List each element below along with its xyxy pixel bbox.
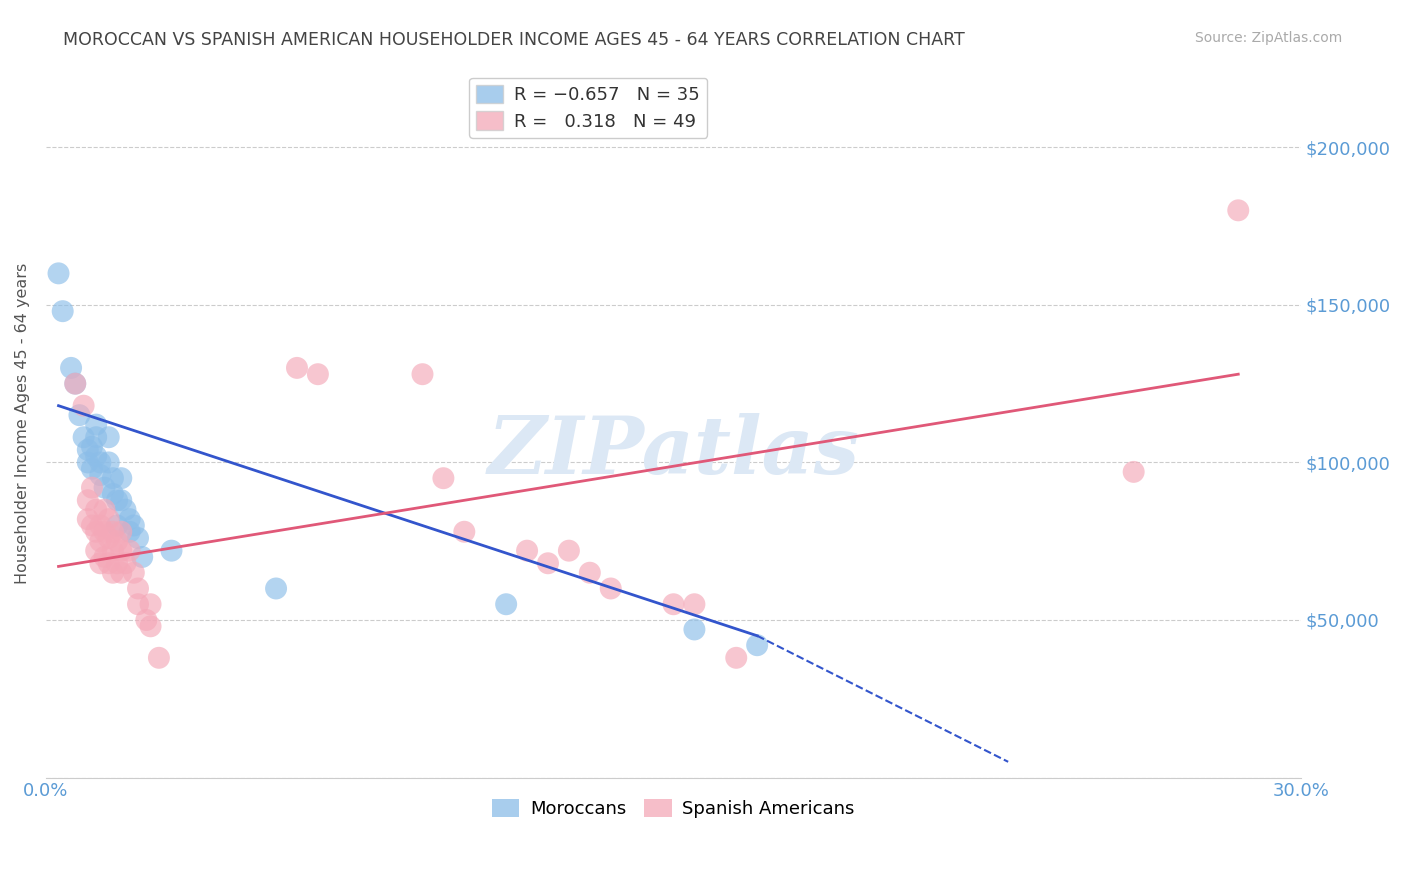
- Point: [139, 619, 162, 633]
- Point: [1122, 465, 1144, 479]
- Point: [97, 512, 120, 526]
- Point: [80, 518, 103, 533]
- Point: [101, 543, 124, 558]
- Point: [60, 360, 83, 375]
- Point: [110, 524, 132, 539]
- Point: [93, 549, 115, 564]
- Point: [97, 430, 120, 444]
- Point: [599, 582, 621, 596]
- Point: [110, 543, 132, 558]
- Point: [285, 360, 308, 375]
- Point: [118, 512, 141, 526]
- Point: [65, 376, 87, 391]
- Point: [76, 455, 98, 469]
- Point: [747, 638, 769, 652]
- Point: [122, 518, 145, 533]
- Y-axis label: Householder Income Ages 45 - 64 years: Householder Income Ages 45 - 64 years: [15, 262, 30, 583]
- Point: [105, 518, 128, 533]
- Point: [48, 266, 70, 280]
- Point: [101, 471, 124, 485]
- Point: [105, 493, 128, 508]
- Point: [101, 524, 124, 539]
- Point: [80, 440, 103, 454]
- Point: [122, 566, 145, 580]
- Point: [105, 534, 128, 549]
- Point: [127, 531, 149, 545]
- Point: [84, 543, 107, 558]
- Point: [84, 430, 107, 444]
- Point: [52, 304, 75, 318]
- Point: [139, 597, 162, 611]
- Point: [84, 502, 107, 516]
- Point: [105, 556, 128, 570]
- Point: [93, 481, 115, 495]
- Point: [65, 376, 87, 391]
- Text: ZIPatlas: ZIPatlas: [488, 413, 859, 490]
- Point: [80, 461, 103, 475]
- Point: [432, 471, 454, 485]
- Point: [76, 512, 98, 526]
- Point: [89, 468, 111, 483]
- Point: [683, 597, 706, 611]
- Point: [76, 493, 98, 508]
- Point: [89, 455, 111, 469]
- Point: [683, 623, 706, 637]
- Point: [495, 597, 517, 611]
- Point: [1227, 203, 1250, 218]
- Point: [516, 543, 538, 558]
- Point: [72, 399, 94, 413]
- Point: [411, 368, 433, 382]
- Text: Source: ZipAtlas.com: Source: ZipAtlas.com: [1195, 31, 1343, 45]
- Point: [89, 534, 111, 549]
- Point: [662, 597, 685, 611]
- Point: [93, 502, 115, 516]
- Point: [89, 518, 111, 533]
- Point: [84, 449, 107, 463]
- Point: [131, 549, 153, 564]
- Point: [101, 566, 124, 580]
- Text: MOROCCAN VS SPANISH AMERICAN HOUSEHOLDER INCOME AGES 45 - 64 YEARS CORRELATION C: MOROCCAN VS SPANISH AMERICAN HOUSEHOLDER…: [63, 31, 965, 49]
- Point: [110, 493, 132, 508]
- Point: [118, 524, 141, 539]
- Point: [76, 442, 98, 457]
- Point: [97, 531, 120, 545]
- Point: [118, 543, 141, 558]
- Point: [127, 582, 149, 596]
- Point: [69, 408, 91, 422]
- Point: [97, 556, 120, 570]
- Point: [127, 597, 149, 611]
- Point: [84, 417, 107, 432]
- Point: [725, 650, 748, 665]
- Legend: Moroccans, Spanish Americans: Moroccans, Spanish Americans: [485, 791, 862, 825]
- Point: [160, 543, 183, 558]
- Point: [264, 582, 287, 596]
- Point: [93, 524, 115, 539]
- Point: [114, 556, 136, 570]
- Point: [307, 368, 329, 382]
- Point: [80, 481, 103, 495]
- Point: [97, 455, 120, 469]
- Point: [84, 524, 107, 539]
- Point: [558, 543, 581, 558]
- Point: [110, 566, 132, 580]
- Point: [148, 650, 170, 665]
- Point: [537, 556, 560, 570]
- Point: [72, 430, 94, 444]
- Point: [110, 471, 132, 485]
- Point: [579, 566, 602, 580]
- Point: [453, 524, 475, 539]
- Point: [135, 613, 157, 627]
- Point: [114, 502, 136, 516]
- Point: [101, 487, 124, 501]
- Point: [89, 556, 111, 570]
